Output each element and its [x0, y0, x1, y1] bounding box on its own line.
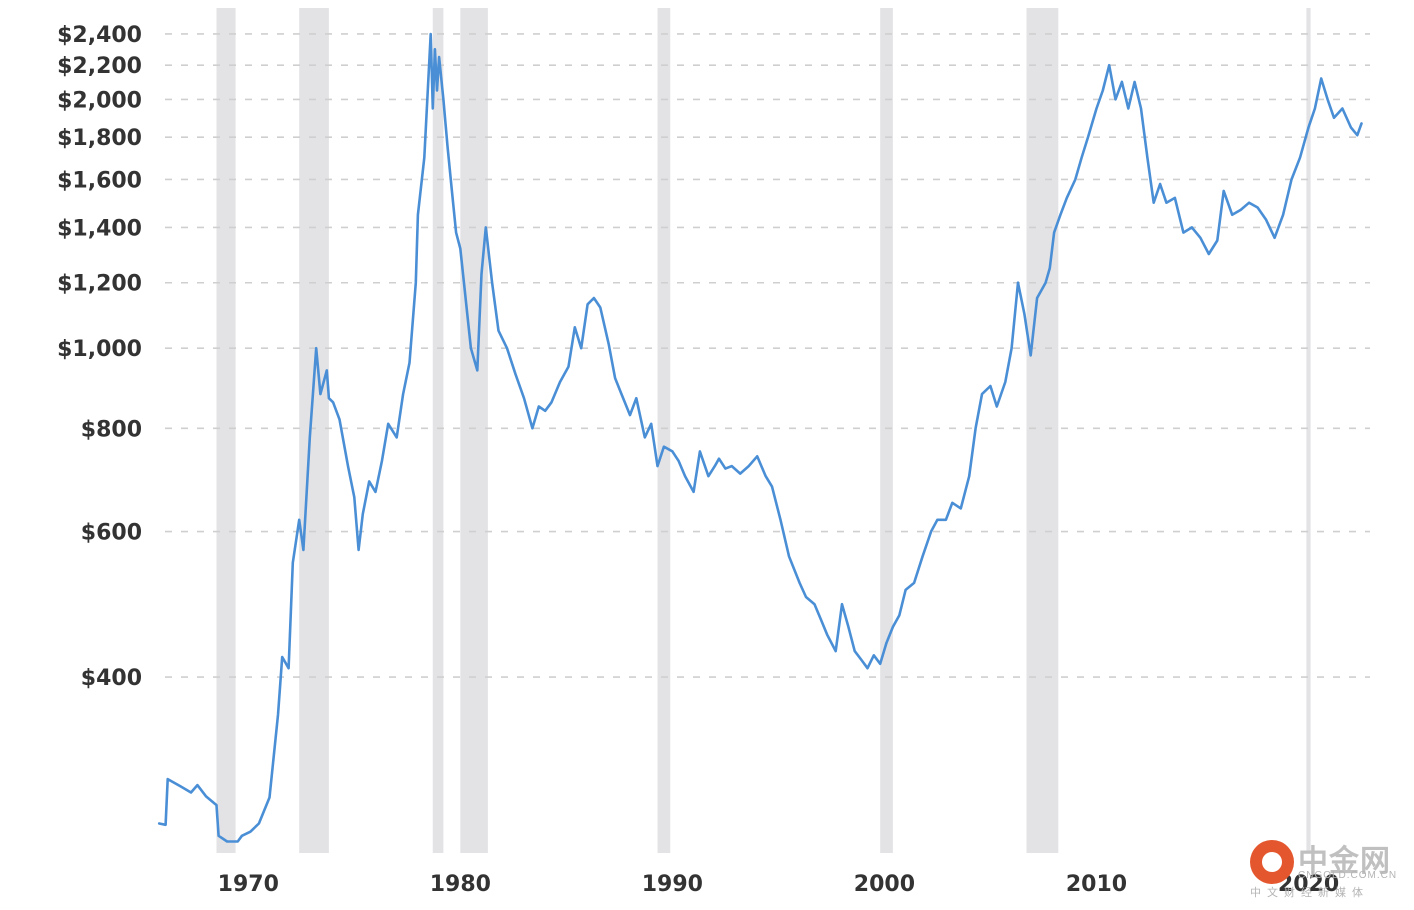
- x-tick-label-2010: 2010: [1066, 872, 1127, 897]
- y-axis-labels: $2,400 $2,200 $2,000 $1,800 $1,600 $1,400 $1,2…: [57, 23, 142, 691]
- watermark-subtitle: 中文财经新媒体: [1250, 887, 1369, 899]
- cngold-watermark: 中金网 CNGOLD.COM.CN 中文财经新媒体: [1250, 836, 1400, 900]
- cngold-logo-icon: [1250, 840, 1294, 884]
- recession-band-7: [1306, 8, 1311, 853]
- y-tick-label-400: $400: [81, 666, 142, 691]
- recession-band-1: [299, 8, 329, 853]
- price-line-0: [157, 32, 1363, 843]
- y-tick-label-2000: $2,000: [57, 88, 142, 113]
- grid-lines: [165, 33, 1370, 678]
- y-tick-label-2400: $2,400: [57, 23, 142, 48]
- y-tick-label-1600: $1,600: [57, 168, 142, 193]
- recession-bands: [216, 8, 1311, 853]
- y-tick-label-1000: $1,000: [57, 337, 142, 362]
- y-tick-label-600: $600: [81, 521, 142, 546]
- recession-band-3: [460, 8, 488, 853]
- y-tick-label-1200: $1,200: [57, 272, 142, 297]
- recession-band-5: [880, 8, 893, 853]
- price-series: [157, 32, 1363, 843]
- recession-band-6: [1026, 8, 1059, 853]
- recession-band-4: [657, 8, 671, 853]
- x-tick-label-1980: 1980: [430, 872, 491, 897]
- watermark-url: CNGOLD.COM.CN: [1298, 870, 1398, 881]
- x-tick-label-1970: 1970: [218, 872, 279, 897]
- x-tick-label-2000: 2000: [854, 872, 915, 897]
- y-tick-label-1400: $1,400: [57, 216, 142, 241]
- x-axis-labels: 1970 1980 1990 2000 2010 2020: [218, 872, 1339, 897]
- recession-band-0: [216, 8, 236, 853]
- y-tick-label-800: $800: [81, 417, 142, 442]
- recession-band-2: [432, 8, 444, 853]
- x-tick-label-1990: 1990: [642, 872, 703, 897]
- y-tick-label-1800: $1,800: [57, 126, 142, 151]
- watermark-title: 中金网: [1298, 844, 1391, 879]
- y-tick-label-2200: $2,200: [57, 54, 142, 79]
